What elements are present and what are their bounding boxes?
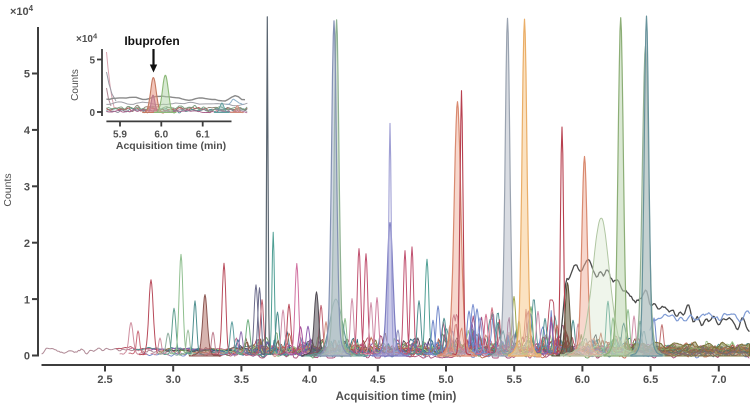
- svg-text:6.5: 6.5: [643, 374, 658, 386]
- svg-text:×104: ×104: [76, 32, 98, 46]
- svg-text:3: 3: [24, 182, 30, 194]
- svg-text:5: 5: [89, 55, 95, 66]
- svg-text:Counts: Counts: [70, 69, 81, 101]
- svg-text:0: 0: [24, 351, 30, 363]
- svg-text:3.0: 3.0: [166, 374, 181, 386]
- svg-text:2: 2: [24, 238, 30, 250]
- svg-text:Acquisition time (min): Acquisition time (min): [116, 140, 226, 152]
- svg-text:0: 0: [89, 108, 95, 119]
- svg-text:6.1: 6.1: [196, 130, 210, 141]
- svg-text:Counts: Counts: [2, 173, 14, 206]
- svg-text:5.5: 5.5: [507, 374, 522, 386]
- svg-text:5: 5: [24, 69, 30, 81]
- svg-text:4.5: 4.5: [370, 374, 385, 386]
- svg-text:3.5: 3.5: [234, 374, 249, 386]
- svg-text:7.0: 7.0: [711, 374, 726, 386]
- svg-text:Ibuprofen: Ibuprofen: [124, 34, 179, 48]
- svg-text:6.0: 6.0: [154, 130, 168, 141]
- svg-text:5.0: 5.0: [438, 374, 453, 386]
- svg-text:×104: ×104: [10, 4, 34, 18]
- svg-text:1: 1: [24, 294, 30, 306]
- svg-text:6.0: 6.0: [575, 374, 590, 386]
- svg-text:2.5: 2.5: [97, 374, 112, 386]
- svg-text:4.0: 4.0: [302, 374, 317, 386]
- svg-text:4: 4: [24, 125, 31, 137]
- svg-text:Acquisition time (min): Acquisition time (min): [336, 391, 457, 403]
- svg-text:5.9: 5.9: [113, 130, 127, 141]
